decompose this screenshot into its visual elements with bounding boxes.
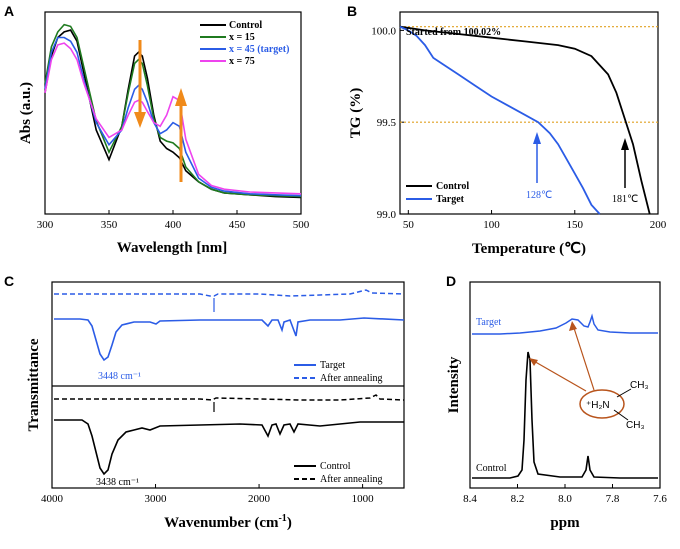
molecule-pointer-target bbox=[572, 324, 595, 391]
legend-control: Control bbox=[229, 20, 262, 31]
panel-c-legend-bottom: Control After annealing bbox=[294, 461, 382, 485]
panel-c: C 4000 3000 2000 1000 Target After annealin… bbox=[4, 273, 405, 531]
panel-b-xtick-label: 100 bbox=[483, 219, 500, 231]
panel-b-ytick-label: 99.5 bbox=[377, 117, 397, 129]
panel-a-xtick-label: 300 bbox=[37, 219, 54, 231]
panel-d-target-spectrum bbox=[472, 313, 658, 335]
panel-d-xtick-label: 8.2 bbox=[511, 493, 525, 505]
panel-b-arrow-control bbox=[621, 138, 629, 188]
panel-d-xlabel: ppm bbox=[550, 515, 580, 531]
panel-a-ylabel: Abs (a.u.) bbox=[18, 82, 34, 144]
panel-c-control-curve bbox=[54, 419, 404, 476]
panel-b: B 50 100 150 200 99.0 99.5 100.0 Started from … bbox=[347, 3, 667, 257]
panel-c-xtick-label: 4000 bbox=[41, 493, 64, 505]
molecule-bond-bottom bbox=[613, 409, 629, 421]
molecule-bond-top bbox=[616, 388, 632, 398]
panel-c-target-annealed-curve bbox=[54, 289, 405, 297]
panel-d-control-spectrum bbox=[472, 351, 658, 479]
panel-a-series-line-3 bbox=[44, 42, 302, 195]
panel-b-arrow-target bbox=[533, 132, 541, 183]
legend-x15: x = 15 bbox=[229, 32, 255, 43]
molecule-circle bbox=[579, 389, 625, 419]
panel-c-xtick-label: 3000 bbox=[145, 493, 168, 505]
panel-a-series-line-0 bbox=[44, 29, 302, 199]
panel-a-xtick-label: 400 bbox=[165, 219, 182, 231]
panel-d-molecule: ⁺H₂N CH₃ CH₃ bbox=[529, 321, 649, 431]
panel-a-legend: Control x = 15 x = 45 (target) x = 75 bbox=[200, 20, 289, 67]
panel-d-xtick-label: 7.8 bbox=[606, 493, 620, 505]
panel-a-x-ticks: 300 350 400 450 500 bbox=[37, 210, 310, 231]
molecule-ch3-top: CH₃ bbox=[630, 380, 649, 391]
panel-a-xtick-label: 350 bbox=[101, 219, 118, 231]
legend-b-control: Control bbox=[436, 181, 469, 192]
panel-c-xtick-label: 2000 bbox=[248, 493, 271, 505]
panel-d: D 8.4 8.2 8.0 7.8 7.6 Target Control ⁺H₂N CH… bbox=[446, 273, 667, 531]
legend-c-control-annealed: After annealing bbox=[320, 474, 382, 485]
panel-d-xtick-label: 8.4 bbox=[463, 493, 477, 505]
panel-b-start-annotation: Started from 100.02% bbox=[406, 27, 501, 38]
panel-b-target-temp: 128℃ bbox=[526, 190, 552, 201]
panel-a-series bbox=[44, 23, 302, 199]
panel-c-letter: C bbox=[4, 273, 14, 289]
molecule-pointer-control bbox=[531, 359, 587, 392]
legend-x75: x = 75 bbox=[229, 56, 255, 67]
panel-c-legend-top: Target After annealing bbox=[294, 360, 382, 384]
panel-b-xtick-label: 150 bbox=[567, 219, 584, 231]
panel-d-xtick-label: 7.6 bbox=[653, 493, 667, 505]
panel-d-letter: D bbox=[446, 273, 456, 289]
panel-a: A 300 350 400 450 500 Control x = 15 x = 45 … bbox=[4, 3, 310, 256]
panel-a-arrow-up bbox=[175, 88, 187, 182]
panel-a-frame bbox=[44, 11, 302, 215]
panel-a-xtick-label: 450 bbox=[229, 219, 246, 231]
panel-b-ytick-label: 100.0 bbox=[371, 25, 396, 37]
panel-d-x-ticks: 8.4 8.2 8.0 7.8 7.6 bbox=[463, 484, 667, 505]
panel-c-xtick-label: 1000 bbox=[352, 493, 375, 505]
panel-c-control-annealed-curve bbox=[54, 394, 405, 401]
panel-a-xtick-label: 500 bbox=[293, 219, 310, 231]
legend-c-target-annealed: After annealing bbox=[320, 373, 382, 384]
panel-a-xlabel: Wavelength [nm] bbox=[117, 240, 227, 256]
panel-d-xtick-label: 8.0 bbox=[558, 493, 572, 505]
panel-b-letter: B bbox=[347, 3, 357, 19]
panel-a-arrow-down bbox=[134, 40, 146, 128]
panel-b-series-line-1 bbox=[399, 25, 601, 215]
panel-b-xtick-label: 50 bbox=[403, 219, 415, 231]
panel-b-xtick-label: 200 bbox=[650, 219, 667, 231]
legend-c-target: Target bbox=[320, 360, 345, 371]
legend-c-control: Control bbox=[320, 461, 351, 472]
panel-c-target-curve bbox=[54, 317, 405, 362]
panel-b-ticks: 50 100 150 200 99.0 99.5 100.0 bbox=[371, 25, 667, 231]
molecule-ch3-bottom: CH₃ bbox=[626, 420, 645, 431]
panel-b-series bbox=[399, 25, 651, 215]
legend-b-target: Target bbox=[436, 194, 465, 205]
panel-b-legend: Control Target bbox=[406, 181, 469, 205]
panel-b-series-line-0 bbox=[399, 25, 651, 215]
panel-c-control-peak-label: 3438 cm⁻¹ bbox=[96, 477, 139, 488]
panel-c-target-peak-label: 3448 cm⁻¹ bbox=[98, 371, 141, 382]
molecule-nh2: ⁺H₂N bbox=[586, 400, 610, 411]
panel-c-ylabel: Transmittance bbox=[26, 338, 42, 431]
panel-c-xlabel: Wavenumber (cm-1) bbox=[164, 513, 292, 531]
panel-d-ylabel: Intensity bbox=[446, 356, 462, 413]
panel-b-ylabel: TG (%) bbox=[348, 88, 364, 138]
panel-c-frame bbox=[51, 281, 405, 489]
panel-a-series-line-2 bbox=[44, 36, 302, 197]
panel-b-reference-lines bbox=[400, 26, 658, 123]
panel-b-control-temp: 181℃ bbox=[612, 194, 638, 205]
panel-b-ytick-label: 99.0 bbox=[377, 209, 397, 221]
panel-c-x-ticks: 4000 3000 2000 1000 bbox=[41, 484, 374, 505]
panel-b-frame bbox=[399, 11, 659, 215]
panel-d-target-label: Target bbox=[476, 317, 501, 328]
panel-a-series-line-1 bbox=[44, 23, 302, 198]
panel-a-letter: A bbox=[4, 3, 14, 19]
legend-x45: x = 45 (target) bbox=[229, 44, 289, 55]
panel-d-control-label: Control bbox=[476, 463, 507, 474]
panel-b-xlabel: Temperature (℃) bbox=[472, 241, 586, 257]
